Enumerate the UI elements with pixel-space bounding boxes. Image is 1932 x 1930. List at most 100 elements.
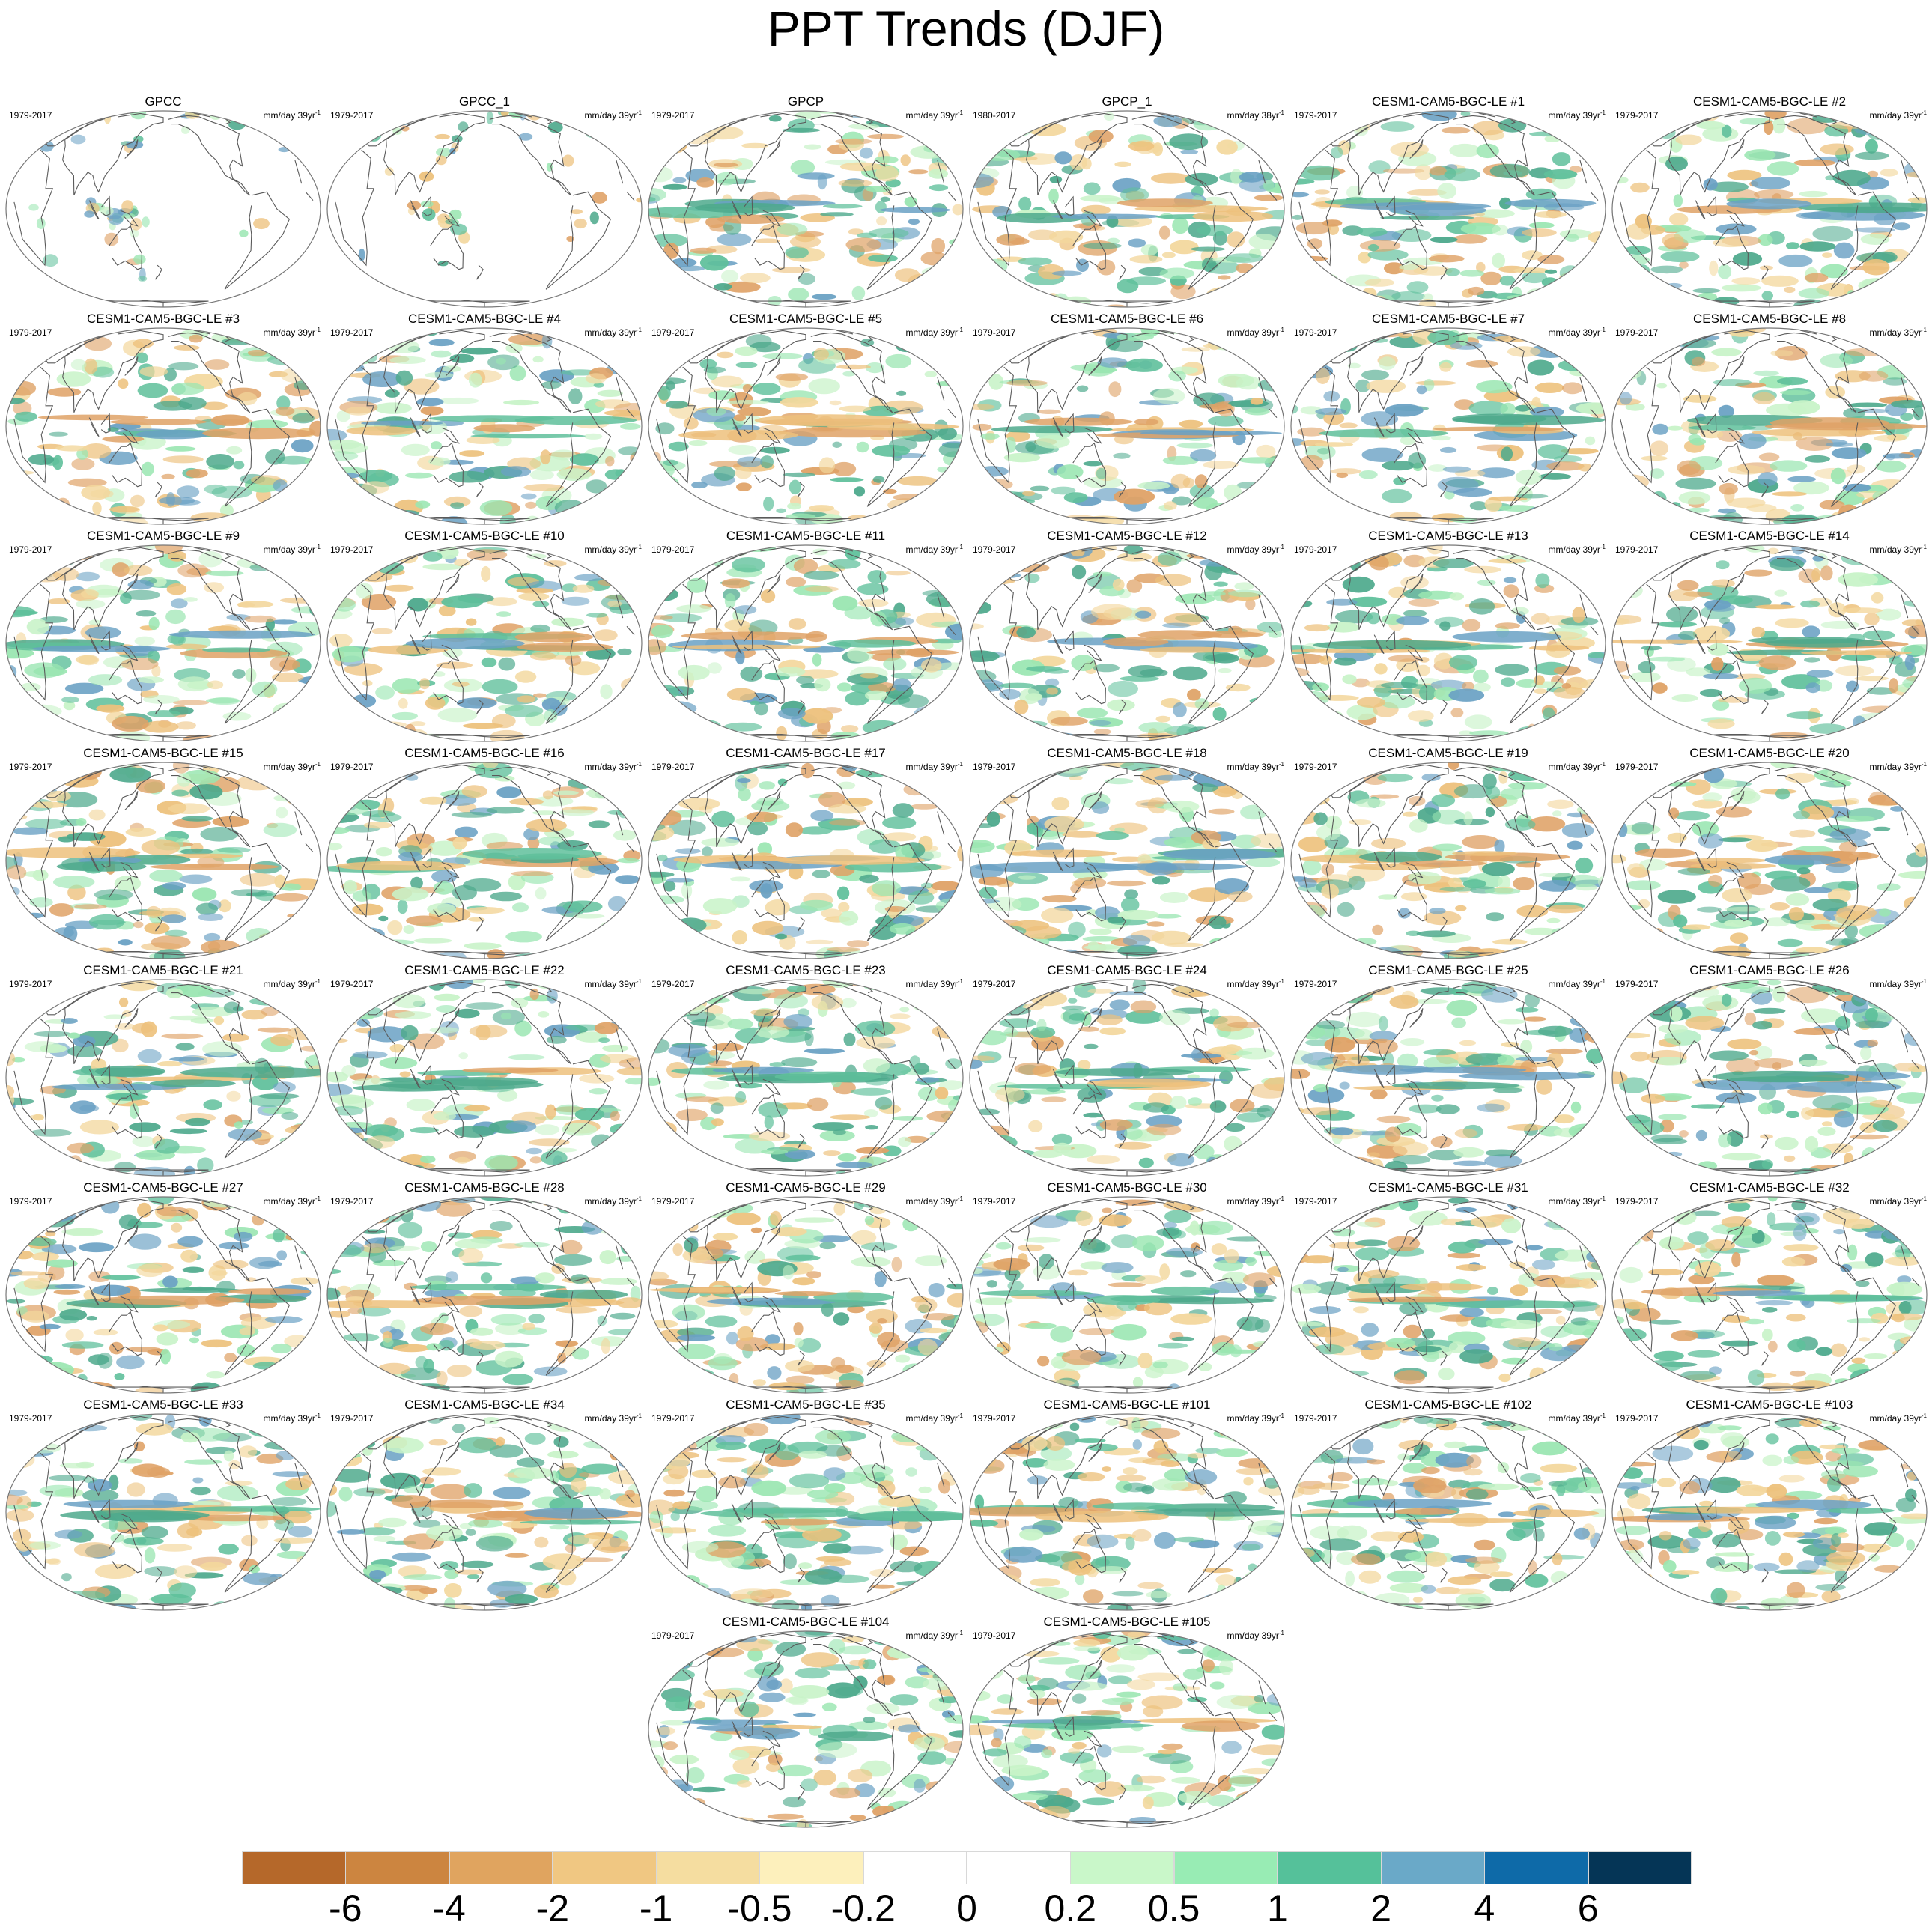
panel-units: mm/day 39yr-1 xyxy=(1548,978,1606,989)
panel-units: mm/day 39yr-1 xyxy=(1869,978,1927,989)
trend-map xyxy=(648,762,964,959)
map-panel: CESM1-CAM5-BGC-LE #4 1979-2017 mm/day 39yr… xyxy=(324,312,645,529)
trend-map xyxy=(5,1196,321,1394)
panel-period: 1979-2017 xyxy=(1294,1196,1337,1207)
panel-units: mm/day 39yr-1 xyxy=(263,109,321,121)
panel-period: 1979-2017 xyxy=(973,544,1016,555)
trend-map xyxy=(648,1630,964,1828)
panel-units: mm/day 39yr-1 xyxy=(905,327,963,338)
panel-units: mm/day 39yr-1 xyxy=(905,1412,963,1424)
map-panel: CESM1-CAM5-BGC-LE #31 1979-2017 mm/day 39y… xyxy=(1288,1180,1609,1398)
panel-title: CESM1-CAM5-BGC-LE #5 xyxy=(729,312,883,326)
trend-map xyxy=(969,762,1285,959)
map-panel: GPCP_1 1980-2017 mm/day 38yr-1 xyxy=(967,94,1287,312)
panel-units: mm/day 39yr-1 xyxy=(263,1195,321,1207)
page-title: PPT Trends (DJF) xyxy=(767,1,1165,56)
colorbar-swatch xyxy=(1277,1851,1382,1884)
colorbar-tick-label: 0.5 xyxy=(1147,1887,1200,1929)
panel-units: mm/day 39yr-1 xyxy=(905,761,963,772)
panel-units: mm/day 39yr-1 xyxy=(905,109,963,121)
map-panel: CESM1-CAM5-BGC-LE #27 1979-2017 mm/day 39y… xyxy=(3,1180,323,1398)
panel-title: CESM1-CAM5-BGC-LE #21 xyxy=(83,963,243,977)
panel-title: CESM1-CAM5-BGC-LE #24 xyxy=(1047,963,1207,977)
map-panel: CESM1-CAM5-BGC-LE #104 1979-2017 mm/day 39… xyxy=(645,1615,966,1832)
trend-map xyxy=(969,1196,1285,1394)
panel-title: CESM1-CAM5-BGC-LE #17 xyxy=(726,746,886,760)
colorbar-tick-label: 4 xyxy=(1474,1887,1495,1929)
panel-units: mm/day 39yr-1 xyxy=(584,544,642,555)
trend-map xyxy=(969,544,1285,742)
panel-title: CESM1-CAM5-BGC-LE #34 xyxy=(404,1398,565,1412)
map-panel: CESM1-CAM5-BGC-LE #14 1979-2017 mm/day 39y… xyxy=(1609,529,1930,746)
panel-period: 1979-2017 xyxy=(9,1196,52,1207)
panel-units: mm/day 39yr-1 xyxy=(1869,109,1927,121)
panel-period: 1979-2017 xyxy=(1294,979,1337,989)
panel-period: 1979-2017 xyxy=(651,1630,695,1641)
map-panel: CESM1-CAM5-BGC-LE #16 1979-2017 mm/day 39y… xyxy=(324,746,645,963)
trend-map xyxy=(1611,544,1928,742)
panel-title: CESM1-CAM5-BGC-LE #27 xyxy=(83,1180,243,1195)
trend-map xyxy=(1290,544,1606,742)
panel-title: CESM1-CAM5-BGC-LE #28 xyxy=(404,1180,565,1195)
colorbar-tick-label: -4 xyxy=(432,1887,466,1929)
panel-units: mm/day 39yr-1 xyxy=(1548,109,1606,121)
panel-units: mm/day 39yr-1 xyxy=(1227,761,1284,772)
trend-map xyxy=(969,1413,1285,1611)
panel-units: mm/day 39yr-1 xyxy=(1869,761,1927,772)
panel-units: mm/day 39yr-1 xyxy=(1227,1412,1284,1424)
panel-title: CESM1-CAM5-BGC-LE #13 xyxy=(1368,529,1528,543)
trend-map xyxy=(1611,979,1928,1177)
panel-title: CESM1-CAM5-BGC-LE #25 xyxy=(1368,963,1528,977)
panel-title: CESM1-CAM5-BGC-LE #4 xyxy=(407,312,562,326)
panel-period: 1979-2017 xyxy=(1294,544,1337,555)
panel-units: mm/day 39yr-1 xyxy=(905,1195,963,1207)
colorbar-swatch xyxy=(863,1851,967,1884)
trend-map xyxy=(1290,1196,1606,1394)
trend-map xyxy=(326,979,643,1177)
panel-units: mm/day 38yr-1 xyxy=(1227,109,1284,121)
panel-title: CESM1-CAM5-BGC-LE #10 xyxy=(404,529,565,543)
trend-map xyxy=(326,544,643,742)
panel-period: 1979-2017 xyxy=(651,1413,695,1424)
panel-title: CESM1-CAM5-BGC-LE #18 xyxy=(1047,746,1207,760)
map-panel: CESM1-CAM5-BGC-LE #6 1979-2017 mm/day 39yr… xyxy=(967,312,1287,529)
panel-units: mm/day 39yr-1 xyxy=(1548,1195,1606,1207)
panel-title: CESM1-CAM5-BGC-LE #16 xyxy=(404,746,565,760)
map-panel: CESM1-CAM5-BGC-LE #20 1979-2017 mm/day 39y… xyxy=(1609,746,1930,963)
map-panel: CESM1-CAM5-BGC-LE #1 1979-2017 mm/day 39yr… xyxy=(1288,94,1609,312)
colorbar-tick-label: -0.5 xyxy=(727,1887,792,1929)
panel-period: 1979-2017 xyxy=(1294,110,1337,121)
colorbar-swatch xyxy=(967,1851,1071,1884)
colorbar-swatch xyxy=(1070,1851,1175,1884)
map-panel: CESM1-CAM5-BGC-LE #22 1979-2017 mm/day 39y… xyxy=(324,963,645,1180)
map-panel: CESM1-CAM5-BGC-LE #32 1979-2017 mm/day 39y… xyxy=(1609,1180,1930,1398)
panel-title: GPCC_1 xyxy=(458,94,511,109)
trend-map xyxy=(5,327,321,525)
trend-map xyxy=(5,1413,321,1611)
map-panel: CESM1-CAM5-BGC-LE #35 1979-2017 mm/day 39y… xyxy=(645,1398,966,1615)
panel-period: 1979-2017 xyxy=(1615,1196,1659,1207)
trend-map xyxy=(326,762,643,959)
panel-period: 1979-2017 xyxy=(330,1413,374,1424)
colorbar-tick-label: 6 xyxy=(1577,1887,1599,1929)
map-panel-grid: GPCC 1979-2017 mm/day 39yr-1 GPCC_1 1979-201… xyxy=(3,94,1930,1832)
panel-units: mm/day 39yr-1 xyxy=(1548,544,1606,555)
colorbar-swatch xyxy=(1588,1851,1692,1884)
colorbar-tick-label: -0.2 xyxy=(830,1887,896,1929)
panel-units: mm/day 39yr-1 xyxy=(1869,1412,1927,1424)
panel-units: mm/day 39yr-1 xyxy=(1227,1630,1284,1641)
panel-period: 1979-2017 xyxy=(9,327,52,338)
panel-period: 1979-2017 xyxy=(651,544,695,555)
panel-units: mm/day 39yr-1 xyxy=(584,761,642,772)
map-panel: CESM1-CAM5-BGC-LE #18 1979-2017 mm/day 39y… xyxy=(967,746,1287,963)
trend-map xyxy=(648,327,964,525)
panel-units: mm/day 39yr-1 xyxy=(263,544,321,555)
map-panel: CESM1-CAM5-BGC-LE #30 1979-2017 mm/day 39y… xyxy=(967,1180,1287,1398)
panel-units: mm/day 39yr-1 xyxy=(1869,1195,1927,1207)
trend-map xyxy=(326,110,643,308)
panel-period: 1979-2017 xyxy=(973,327,1016,338)
map-panel: CESM1-CAM5-BGC-LE #34 1979-2017 mm/day 39y… xyxy=(324,1398,645,1615)
panel-period: 1979-2017 xyxy=(1615,762,1659,772)
colorbar-tick-label: -6 xyxy=(329,1887,362,1929)
trend-map xyxy=(1611,1413,1928,1611)
